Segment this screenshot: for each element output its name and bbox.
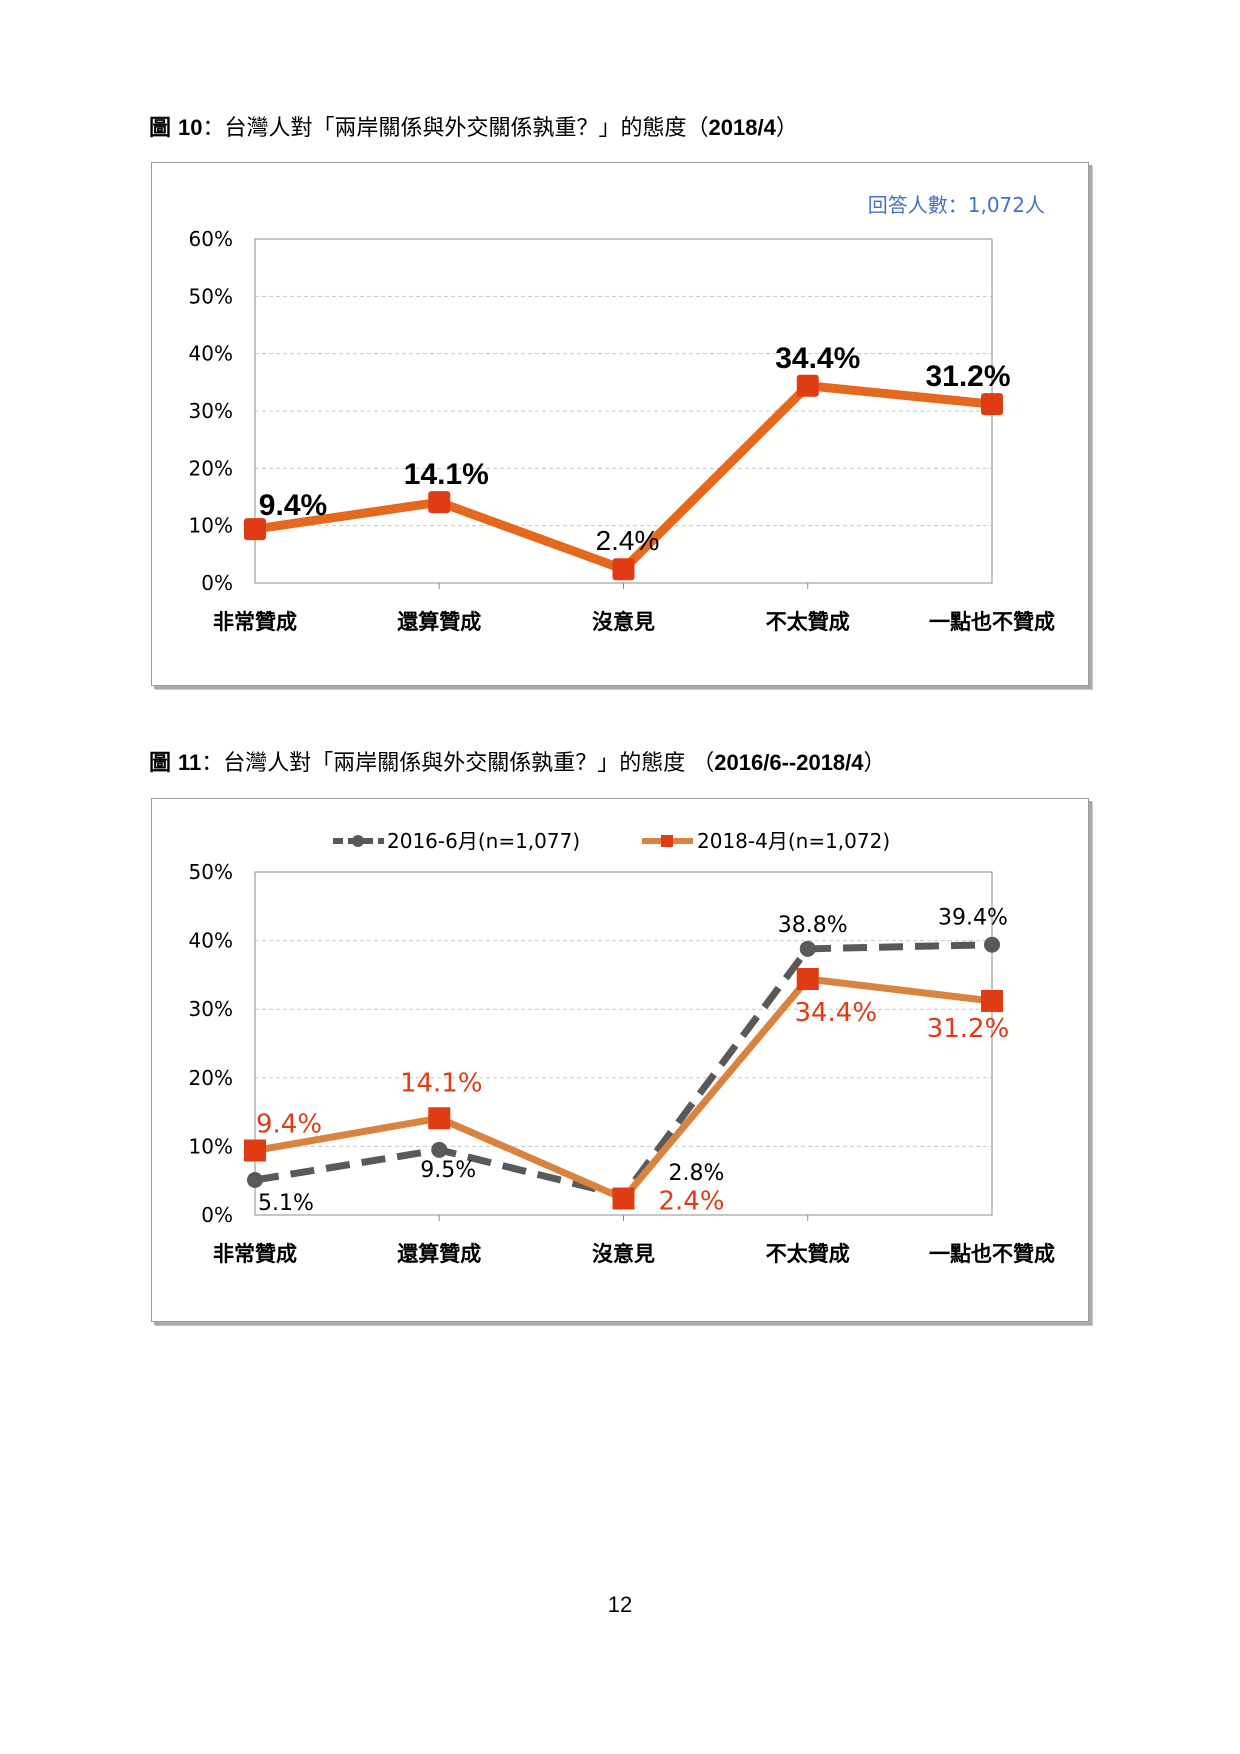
chart-11-series-2016-point [984,936,1000,953]
figure-10-caption-suffix: ） [775,116,798,141]
chart-11-legend-label-2016: 2016-6月(n=1,077) [387,829,580,853]
chart-11-series-2016-label: 2.8% [669,1161,725,1186]
chart-11-series-2018-point [428,1107,451,1130]
chart-11-series-2018-label: 31.2% [927,1014,1010,1044]
chart-10-sample-size-note: 回答人數：1,072人 [868,193,1045,217]
chart-10-y-tick-label: 40% [189,342,233,366]
figure-10-caption: 圖 10：台灣人對「兩岸關係與外交關係孰重？」的態度（2018/4） [149,110,798,142]
chart-10-y-tick-label: 50% [189,284,233,308]
chart-11-x-tick-label: 不太贊成 [766,1242,850,1266]
chart-10-data-label: 31.2% [925,360,1010,393]
chart-10-x-tick-label: 不太贊成 [766,610,850,634]
chart-11-y-tick-label: 30% [189,997,233,1021]
chart-11-y-tick-label: 40% [189,929,233,953]
chart-11-series-2018-label: 34.4% [794,998,877,1028]
chart-10-data-label: 9.4% [259,489,327,522]
figure-10-caption-number: 10 [178,115,203,140]
figure-11-caption-period: 2016/6--2018/4 [714,750,864,775]
chart-11-legend-marker-2016 [352,835,364,847]
figure-10-caption-period: 2018/4 [708,115,776,140]
chart-11-x-tick-label: 非常贊成 [213,1242,297,1266]
chart-11-y-tick-label: 50% [189,860,233,884]
chart-11-y-tick-label: 20% [189,1066,233,1090]
figure-11-caption-prefix: 圖 [149,750,172,775]
chart-11-x-tick-label: 沒意見 [592,1242,655,1266]
chart-10-frame: 0% 10% 20% 30% 40% 50% 60% 非常贊成 還算贊成 沒意見 不太贊成 一點也不贊… [151,162,1089,686]
chart-11-legend-label-2018: 2018-4月(n=1,072) [697,829,890,853]
chart-11-series-2016-label: 39.4% [938,906,1008,931]
chart-10-svg: 0% 10% 20% 30% 40% 50% 60% 非常贊成 還算贊成 沒意見 不太贊成 一點也不贊… [189,193,1055,634]
chart-10-y-tick-label: 0% [201,571,233,595]
chart-11-series-2016-point [247,1172,263,1189]
chart-10-x-tick-label: 非常贊成 [213,610,297,634]
chart-10-data-label: 14.1% [404,458,489,491]
chart-11-series-2016-point [799,940,816,957]
chart-10-data-point [612,558,635,581]
chart-10-x-tick-label: 沒意見 [592,610,655,634]
chart-11-series-2016-label: 9.5% [420,1158,476,1183]
chart-11-y-tick-label: 0% [201,1203,233,1227]
chart-11-svg: 0% 10% 20% 30% 40% 50% 非常贊成 還算贊成 沒意見 不太贊成 一點也不贊成 20… [189,829,1055,1266]
chart-11-series-2018-line [254,975,993,1203]
chart-10-data-label: 34.4% [775,342,860,375]
chart-11-series-2018-point [981,989,1003,1012]
figure-11-caption: 圖 11：台灣人對「兩岸關係與外交關係孰重？」的態度 （2016/6--2018… [149,745,886,777]
chart-11-series-2018-point [796,968,819,991]
chart-11-legend-marker-2018 [661,835,673,847]
chart-11-y-tick-label: 10% [189,1134,233,1158]
chart-10-data-point [428,491,451,514]
chart-11-x-tick-label: 還算贊成 [397,1242,481,1266]
chart-11-series-2018-point [244,1139,266,1162]
chart-11-series-2018-label: 14.1% [400,1068,483,1098]
chart-10-y-tick-label: 30% [189,399,233,423]
figure-10-caption-prefix: 圖 [149,115,172,140]
figure-11-caption-number: 11 [178,750,202,775]
page-number: 12 [607,1592,633,1617]
figure-10-caption-text: ：台灣人對「兩岸關係與外交關係孰重？」的態度（ [202,116,709,141]
chart-11-series-2018-label: 2.4% [658,1187,724,1217]
chart-11-series-2018-point [612,1187,635,1210]
figure-11-caption-text: ：台灣人對「兩岸關係與外交關係孰重？」的態度 （ [201,751,715,776]
chart-10-x-tick-label: 一點也不贊成 [929,610,1055,634]
chart-11-series-2016-label: 5.1% [258,1191,314,1216]
chart-10-data-label: 2.4% [596,525,660,556]
chart-11-x-tick-label: 一點也不贊成 [929,1242,1055,1266]
chart-11-series-2016-line [254,941,993,1200]
chart-10-y-tick-label: 20% [189,456,233,480]
chart-10-y-tick-label: 60% [189,227,233,251]
chart-11-series-2016-point [431,1141,448,1158]
chart-10-data-point [981,393,1003,416]
figure-11-caption-suffix: ） [863,751,886,776]
chart-11-series-2018-label: 9.4% [256,1110,322,1140]
chart-10-x-tick-label: 還算贊成 [397,610,481,634]
chart-11-frame: 0% 10% 20% 30% 40% 50% 非常贊成 還算贊成 沒意見 不太贊成 一點也不贊成 20… [151,798,1089,1322]
chart-11-series-2016-label: 38.8% [778,913,848,938]
chart-10-y-tick-label: 10% [189,514,233,538]
chart-10-data-point [796,374,819,397]
chart-10-data-point [244,518,266,541]
